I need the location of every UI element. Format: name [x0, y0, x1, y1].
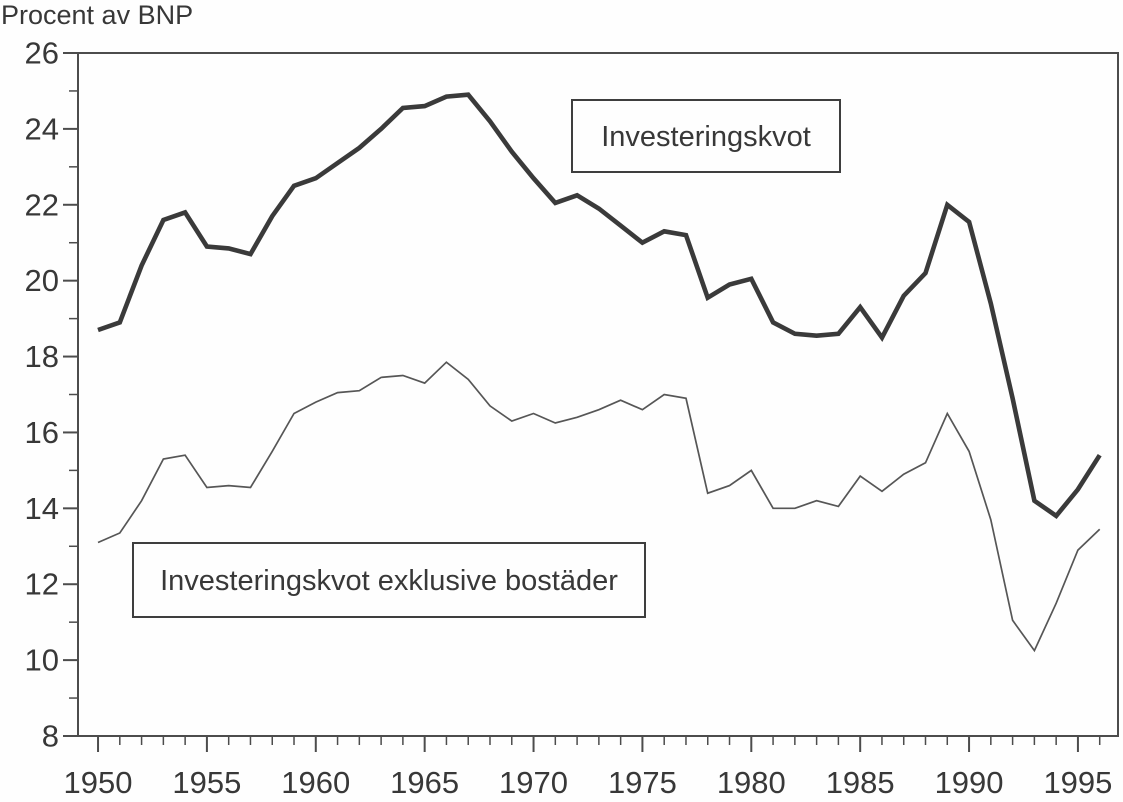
y-axis-tick-label: 24: [25, 111, 59, 146]
x-axis-tick-label: 1975: [608, 765, 677, 800]
series-line-thin: [97, 361, 1101, 653]
y-axis-tick-label: 8: [42, 719, 59, 754]
x-axis-tick-label: 1960: [281, 765, 350, 800]
annotation-box: [571, 99, 841, 173]
x-axis-tick-label: 1970: [499, 765, 568, 800]
y-axis-tick-label: 20: [25, 263, 59, 298]
annotation-label: Investeringskvot exklusive bostäder: [160, 565, 618, 597]
series-line-thick: [97, 92, 1102, 520]
x-axis-tick-label: 1965: [390, 765, 459, 800]
y-axis-tick-label: 18: [25, 339, 59, 374]
y-axis-tick-label: 14: [25, 491, 59, 526]
x-axis-tick-label: 1995: [1043, 765, 1112, 800]
annotation-label: Investeringskvot: [601, 121, 811, 153]
annotation-box: [132, 542, 646, 618]
y-axis-title: Procent av BNP: [1, 0, 194, 30]
x-axis-tick-label: 1985: [826, 765, 895, 800]
x-axis-tick-label: 1990: [935, 765, 1004, 800]
x-axis-tick-label: 1980: [717, 765, 786, 800]
y-axis-tick-label: 10: [25, 643, 59, 678]
x-axis-tick-label: 1950: [64, 765, 133, 800]
y-axis-tick-label: 12: [25, 567, 59, 602]
y-axis-tick-label: 26: [25, 36, 59, 71]
y-axis-tick-label: 16: [25, 415, 59, 450]
y-axis-tick-label: 22: [25, 187, 59, 222]
x-axis-tick-label: 1955: [172, 765, 241, 800]
